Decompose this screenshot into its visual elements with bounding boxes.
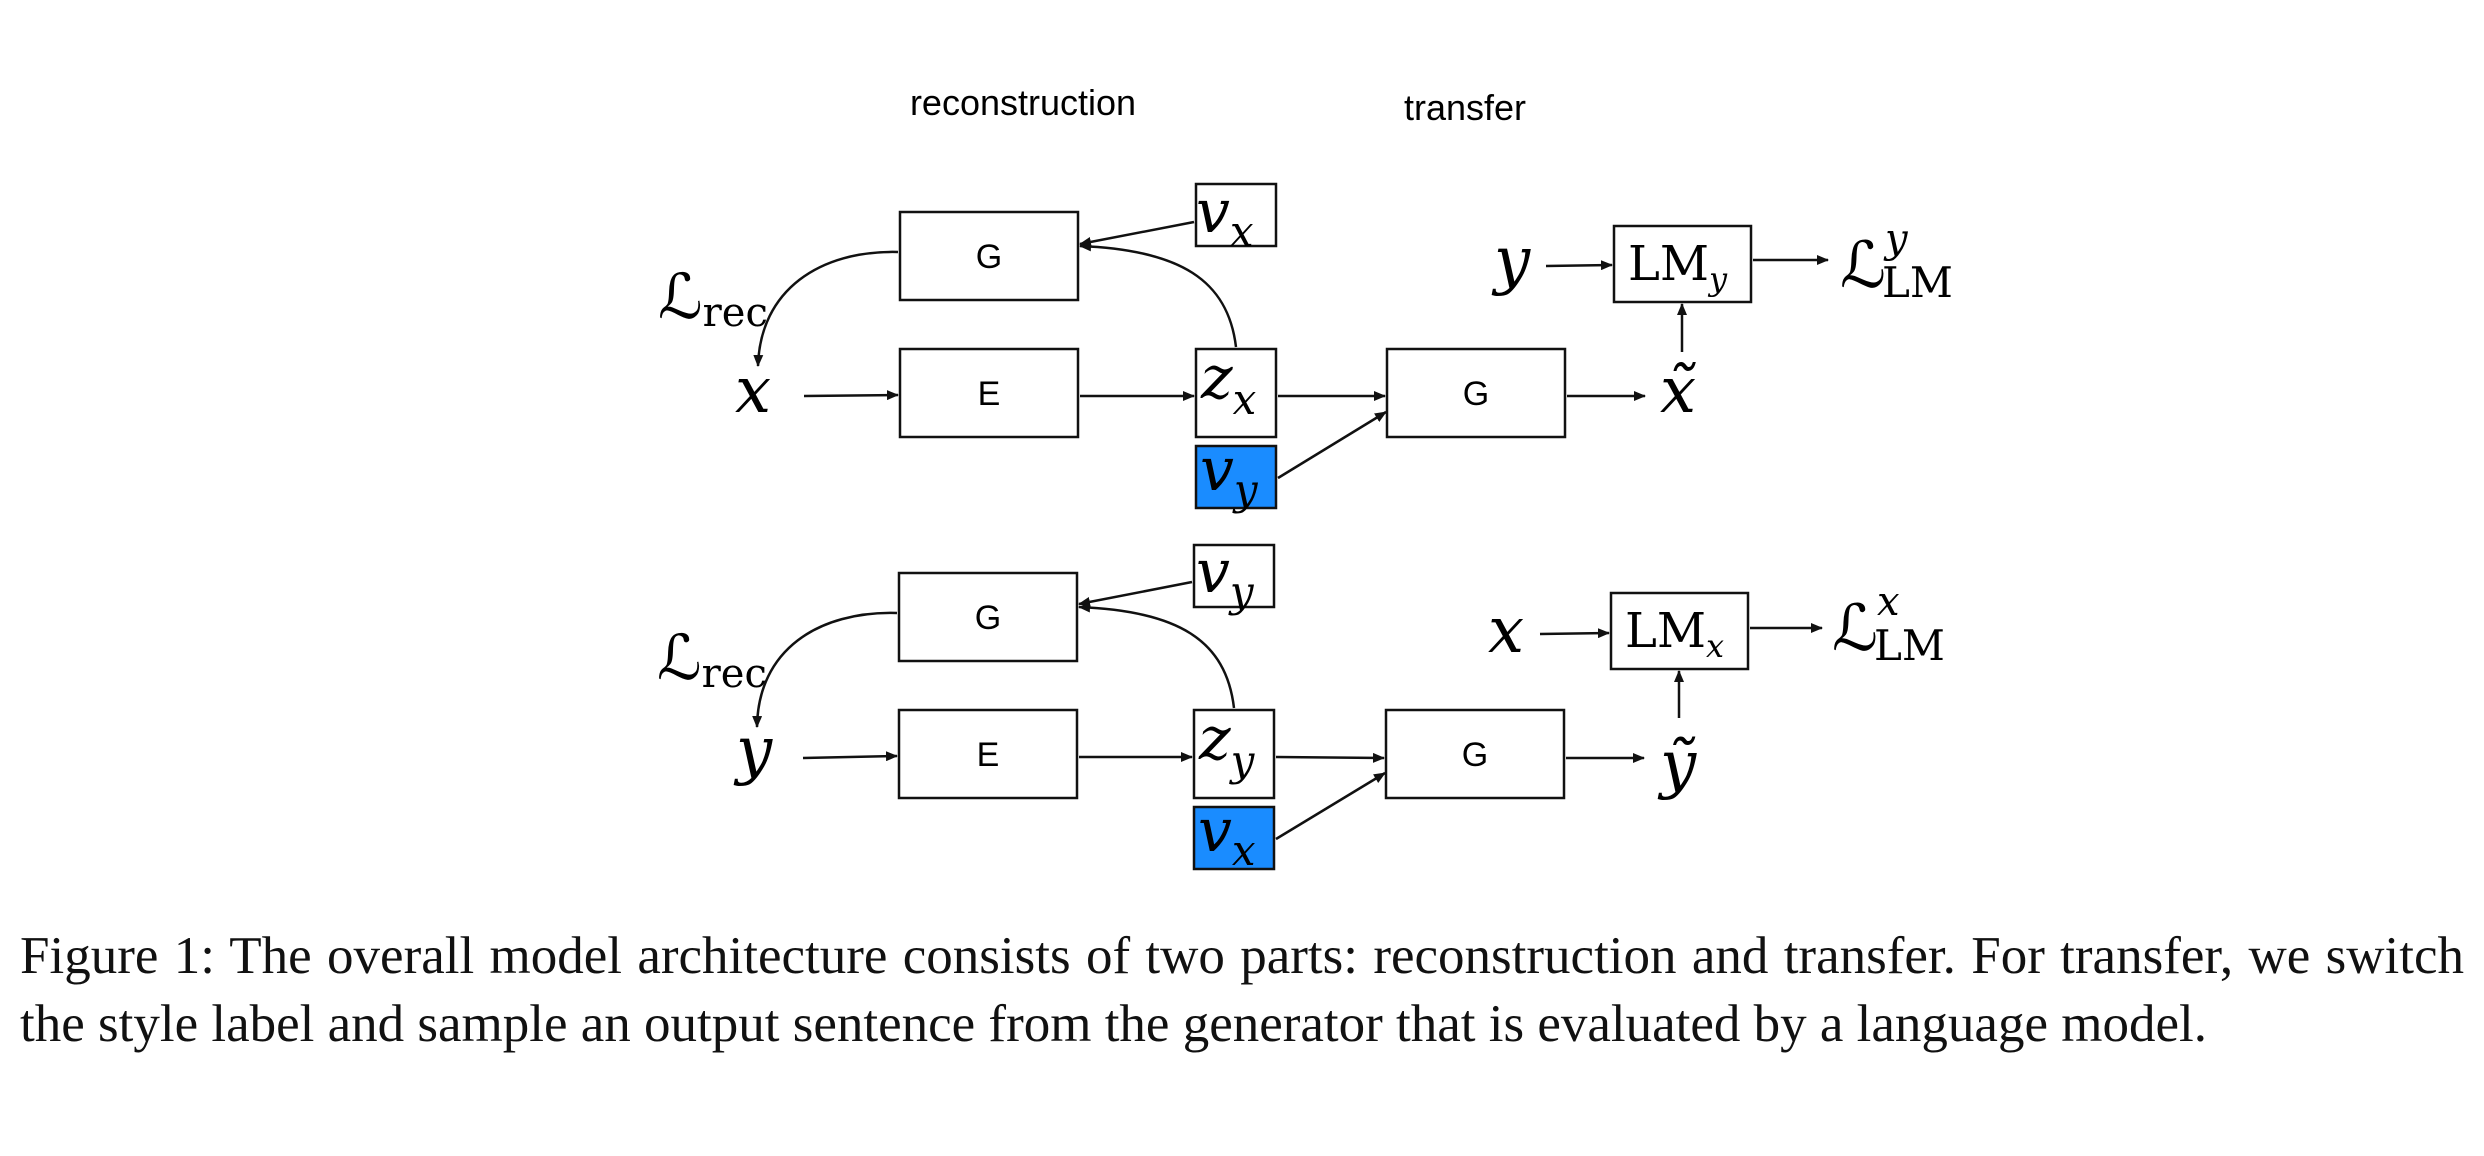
figure-caption: Figure 1: The overall model architecture… <box>20 927 2464 1053</box>
lm-base: LM <box>1625 603 1706 659</box>
edge-generator-to-input-loss <box>753 250 899 367</box>
latent-code: zy <box>1192 704 1276 800</box>
edge-input-to-encoder <box>803 390 899 401</box>
encoder-label: E <box>977 736 1000 774</box>
encoder-box: E <box>898 347 1080 439</box>
svg-text:vx: vx <box>1196 177 1254 256</box>
swapped-style-fill <box>1194 444 1278 510</box>
edge-input-to-encoder <box>802 751 898 762</box>
latent-sub: y <box>1229 736 1256 785</box>
style-in-sub: y <box>1228 567 1255 616</box>
edge-style-to-generator <box>1078 580 1193 607</box>
loss-rec-base: ℒ <box>658 260 703 333</box>
loss-lm-sup: x <box>1877 579 1900 625</box>
svg-text:vy: vy <box>1196 537 1255 616</box>
generator-box-reconstruction: G <box>897 571 1079 663</box>
loss-lm-sup: y <box>1883 216 1909 262</box>
generator-box-transfer: G <box>1384 708 1566 800</box>
encoder-label: E <box>978 375 1001 413</box>
x-row-edges <box>753 220 1829 480</box>
svg-text:ℒ: ℒ <box>1840 229 1886 303</box>
style-vector-swapped: vx <box>1192 796 1276 875</box>
latent-sub: x <box>1233 375 1257 424</box>
architecture-diagram: reconstruction transfer G E G vx zx <box>657 82 1953 875</box>
generator-box-reconstruction: G <box>898 210 1080 302</box>
loss-rec-sub: rec <box>702 651 767 697</box>
style-in-base: v <box>1196 177 1230 247</box>
loss-lm-base: ℒ <box>1840 229 1886 303</box>
edge-label-to-lm <box>1539 628 1610 639</box>
x-row: G E G vx zx vy x ℒrec x̃ <box>658 177 1953 514</box>
edge-swapped-style-to-transfer-generator <box>1275 771 1386 841</box>
input-symbol: x <box>735 354 771 428</box>
section-label-transfer: transfer <box>1404 87 1526 128</box>
generator-label: G <box>975 599 1001 637</box>
lm-sub: y <box>1707 260 1728 298</box>
loss-lm-base: ℒ <box>1832 592 1878 666</box>
generator-box-transfer: G <box>1385 347 1567 439</box>
lm-base: LM <box>1628 236 1709 292</box>
svg-text:ℒrec: ℒrec <box>658 260 768 336</box>
style-swap-sub: x <box>1232 826 1256 875</box>
svg-text:zy: zy <box>1198 704 1256 785</box>
transfer-generator-label: G <box>1463 375 1489 413</box>
edge-latent-to-generator <box>1078 602 1236 709</box>
lm-sub: x <box>1706 627 1724 665</box>
input-symbol: y <box>733 714 773 788</box>
output-symbol: ỹ <box>1657 728 1697 802</box>
svg-text:ℒrec: ℒrec <box>657 621 767 697</box>
style-swap-base: v <box>1198 796 1232 866</box>
style-in-base: v <box>1196 537 1230 607</box>
edge-latent-to-generator <box>1079 241 1238 348</box>
latent-base: z <box>1200 343 1233 413</box>
swapped-style-fill <box>1192 805 1276 871</box>
svg-text:zx: zx <box>1200 343 1257 424</box>
output-symbol: x̃ <box>1660 354 1697 428</box>
latent-base: z <box>1198 704 1231 774</box>
svg-text:LMx: LMx <box>1625 603 1724 665</box>
svg-text:vx: vx <box>1198 796 1256 875</box>
edge-latent-to-transfer-generator <box>1275 752 1385 763</box>
loss-lm-sub: LM <box>1882 258 1953 307</box>
loss-lm-sub: LM <box>1874 621 1945 670</box>
y-row-edges <box>752 580 1823 841</box>
encoder-box: E <box>897 708 1079 800</box>
generator-label: G <box>976 238 1002 276</box>
edge-swapped-style-to-transfer-generator <box>1277 410 1387 480</box>
svg-text:LMy: LMy <box>1628 236 1728 298</box>
transfer-generator-label: G <box>1462 736 1488 774</box>
y-row: G E G vy zy vx y ℒrec ỹ LMx x <box>657 537 1945 875</box>
style-vector-swapped: vy <box>1194 435 1278 514</box>
section-label-reconstruction: reconstruction <box>910 82 1136 123</box>
style-in-sub: x <box>1230 207 1254 256</box>
lm-input-symbol: x <box>1488 594 1524 668</box>
style-swap-sub: y <box>1232 465 1259 514</box>
language-model-box: LMx <box>1609 591 1750 671</box>
latent-code: zx <box>1194 343 1278 439</box>
language-model-box: LMy <box>1612 224 1753 304</box>
edge-label-to-lm <box>1545 260 1613 271</box>
lm-input-symbol: y <box>1491 224 1531 298</box>
style-vector-input: vx <box>1194 177 1278 256</box>
loss-rec-sub: rec <box>703 290 768 336</box>
loss-rec-base: ℒ <box>657 621 702 694</box>
svg-text:ℒ: ℒ <box>1832 592 1878 666</box>
edge-style-to-generator <box>1079 220 1195 247</box>
edge-generator-to-input-loss <box>752 611 898 728</box>
style-vector-input: vy <box>1192 537 1276 616</box>
style-swap-base: v <box>1200 435 1234 505</box>
svg-text:vy: vy <box>1200 435 1259 514</box>
